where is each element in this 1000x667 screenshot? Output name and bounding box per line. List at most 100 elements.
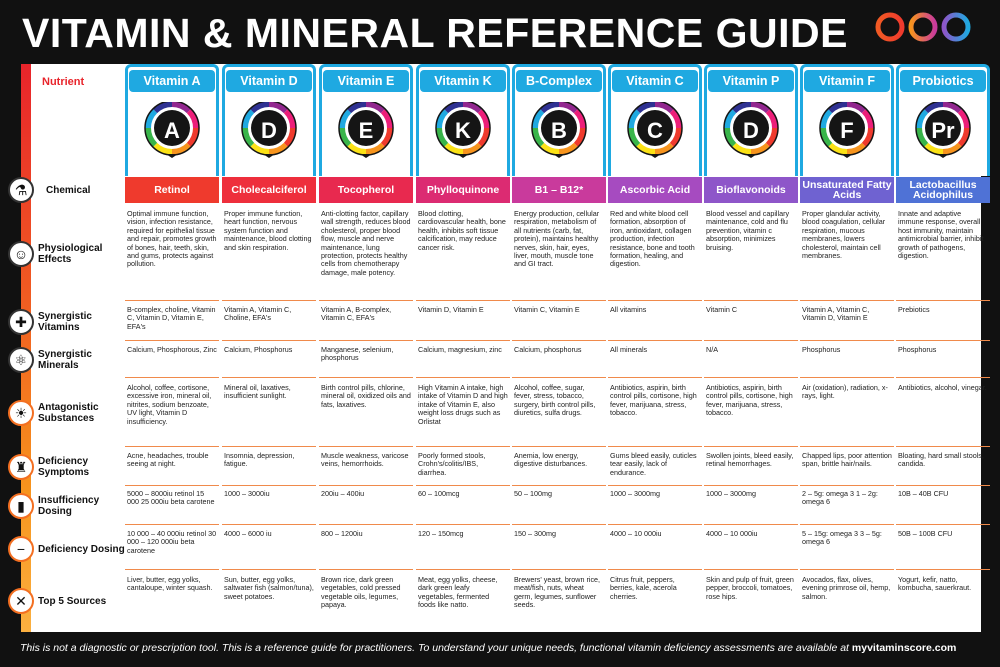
- nutrient-column: B-Complex B B1 – B12* Energy production, ce…: [512, 64, 606, 632]
- row-divider: [222, 446, 316, 447]
- table-cell: 60 – 100mcg: [418, 489, 460, 498]
- nutrient-column: Vitamin C C Ascorbic Acid Red and white blo…: [608, 64, 702, 632]
- table-cell: 4000 – 10 000iu: [706, 529, 758, 538]
- nutrient-name: Vitamin D: [226, 70, 312, 92]
- nutrient-column: Vitamin F F Unsaturated Fatty Acids Proper …: [800, 64, 894, 632]
- row-divider: [896, 524, 990, 525]
- table-cell: 10 000 – 40 000iu retinol 30 000 – 120 0…: [127, 529, 217, 555]
- row-label: Synergistic Minerals: [38, 349, 92, 371]
- table-cell: 1000 – 3000mg: [610, 489, 660, 498]
- row-divider: [704, 524, 798, 525]
- nutrient-badge-icon: [627, 102, 683, 158]
- nutrient-header: Nutrient: [42, 76, 85, 88]
- sun-icon: ☀: [8, 400, 34, 426]
- table-cell: Liver, butter, egg yolks, cantaloupe, wi…: [127, 575, 213, 593]
- row-divider: [512, 377, 606, 378]
- row-divider: [800, 300, 894, 301]
- row-divider: [896, 300, 990, 301]
- row-divider: [319, 524, 413, 525]
- table-cell: Insomnia, depression, fatigue.: [224, 451, 295, 469]
- table-cell: Vitamin D, Vitamin E: [418, 305, 484, 314]
- table-cell: 50 – 100mg: [514, 489, 552, 498]
- nutrient-column: Vitamin E E Tocopherol Anti-clotting factor…: [319, 64, 413, 632]
- nutrient-letter: C: [647, 118, 663, 143]
- table-cell: Blood clotting, cardiovascular health, b…: [418, 209, 506, 252]
- row-divider: [512, 300, 606, 301]
- row-divider: [512, 485, 606, 486]
- utensils-icon: ✕: [8, 588, 34, 614]
- row-divider: [608, 485, 702, 486]
- table-cell: Mineral oil, laxatives, insufficient sun…: [224, 383, 291, 401]
- nutrient-name: Vitamin P: [708, 70, 794, 92]
- table-cell: Red and white blood cell formation, abso…: [610, 209, 695, 269]
- nutrient-name: Vitamin C: [612, 70, 698, 92]
- table-cell: Muscle weakness, varicose veins, hemorrh…: [321, 451, 409, 469]
- chemical-name: Ascorbic Acid: [608, 177, 702, 203]
- row-divider: [125, 377, 219, 378]
- table-cell: 150 – 300mg: [514, 529, 556, 538]
- row-divider: [896, 485, 990, 486]
- table-cell: Avocados, flax, olives, evening primrose…: [802, 575, 891, 601]
- row-label: Chemical: [46, 184, 91, 196]
- row-divider: [222, 300, 316, 301]
- table-cell: 4000 – 10 000iu: [610, 529, 662, 538]
- table-cell: 50B – 100B CFU: [898, 529, 953, 538]
- nutrient-name: B-Complex: [516, 70, 602, 92]
- nutrient-badge-icon: [435, 102, 491, 158]
- row-divider: [512, 446, 606, 447]
- table-cell: 10B – 40B CFU: [898, 489, 949, 498]
- table-cell: Phosphorus: [802, 345, 841, 354]
- nutrient-name: Vitamin K: [420, 70, 506, 92]
- row-divider: [319, 377, 413, 378]
- row-divider: [125, 485, 219, 486]
- table-cell: Chapped lips, poor attention span, britt…: [802, 451, 892, 469]
- row-divider: [125, 340, 219, 341]
- minus-icon: −: [8, 536, 34, 562]
- table-cell: Air (oxidation), radiation, x-rays, ligh…: [802, 383, 888, 401]
- head-icon: ☺: [8, 241, 34, 267]
- chemical-name: Cholecalciferol: [222, 177, 316, 203]
- table-cell: Calcium, Phosphorus: [224, 345, 293, 354]
- table-cell: All minerals: [610, 345, 648, 354]
- row-divider: [704, 377, 798, 378]
- chemical-name: B1 – B12*: [512, 177, 606, 203]
- table-cell: Vitamin C, Vitamin E: [514, 305, 580, 314]
- row-divider: [125, 569, 219, 570]
- row-divider: [416, 485, 510, 486]
- row-divider: [512, 340, 606, 341]
- table-cell: Poorly formed stools, Crohn's/colitis/IB…: [418, 451, 486, 477]
- row-divider: [608, 300, 702, 301]
- row-divider: [800, 485, 894, 486]
- table-cell: Prebiotics: [898, 305, 930, 314]
- row-divider: [416, 524, 510, 525]
- nutrient-letter: K: [455, 118, 471, 143]
- table-cell: Alcohol, coffee, cortisone, excessive ir…: [127, 383, 212, 426]
- table-cell: Calcium, phosphorus: [514, 345, 582, 354]
- row-divider: [800, 377, 894, 378]
- row-divider: [125, 446, 219, 447]
- table-cell: Proper immune function, heart function, …: [224, 209, 312, 252]
- row-divider: [319, 569, 413, 570]
- footer-url[interactable]: myvitaminscore.com: [851, 642, 957, 654]
- row-divider: [704, 300, 798, 301]
- table-cell: Brewers' yeast, brown rice, meat/fish, n…: [514, 575, 601, 610]
- table-cell: Vitamin A, Vitamin C, Vitamin D, Vitamin…: [802, 305, 870, 323]
- row-divider: [608, 569, 702, 570]
- table-cell: Vitamin A, B-complex, Vitamin C, EFA's: [321, 305, 392, 323]
- row-divider: [704, 340, 798, 341]
- row-label: Synergistic Vitamins: [38, 311, 92, 333]
- table-cell: Antibiotics, alcohol, vinegar.: [898, 383, 987, 392]
- row-label: Deficiency Symptoms: [38, 456, 90, 478]
- table-cell: 1000 – 3000iu: [224, 489, 270, 498]
- table-cell: Acne, headaches, trouble seeing at night…: [127, 451, 209, 469]
- nutrient-column: Vitamin P D Bioflavonoids Blood vessel and …: [704, 64, 798, 632]
- row-divider: [512, 524, 606, 525]
- person-icon: ♜: [8, 454, 34, 480]
- footer: This is not a diagnostic or prescription…: [20, 642, 980, 654]
- row-divider: [896, 377, 990, 378]
- nutrient-column: Probiotics Pr Lactobacillus Acidophilus Inn…: [896, 64, 990, 632]
- row-divider: [704, 485, 798, 486]
- table-cell: Skin and pulp of fruit, green pepper, br…: [706, 575, 794, 601]
- table-cell: 5 – 15g: omega 3 3 – 5g: omega 6: [802, 529, 882, 547]
- row-divider: [222, 569, 316, 570]
